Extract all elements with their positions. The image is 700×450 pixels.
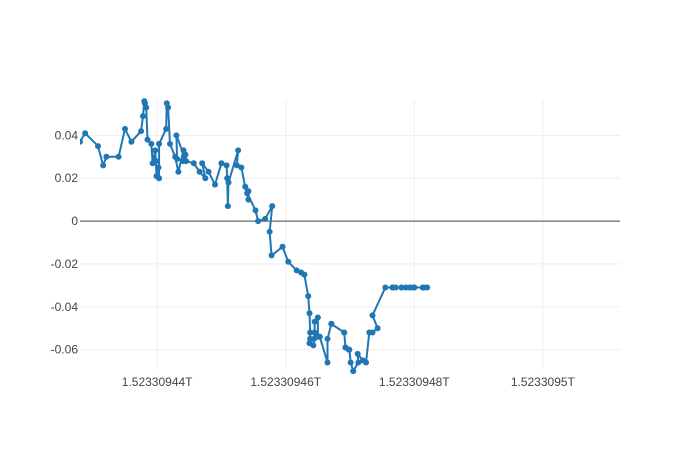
data-point[interactable] <box>268 252 275 259</box>
data-point[interactable] <box>205 168 212 175</box>
data-point[interactable] <box>144 136 151 143</box>
data-point[interactable] <box>266 228 273 235</box>
y-tick-label: -0.06 <box>51 343 79 357</box>
data-point[interactable] <box>115 153 122 160</box>
y-tick-label: 0 <box>71 214 78 228</box>
data-point[interactable] <box>238 164 245 171</box>
data-point[interactable] <box>182 151 189 158</box>
data-point[interactable] <box>307 329 314 336</box>
data-point[interactable] <box>100 162 107 169</box>
data-point[interactable] <box>199 160 206 167</box>
data-point[interactable] <box>255 218 262 225</box>
data-point[interactable] <box>347 359 354 366</box>
data-point[interactable] <box>196 168 203 175</box>
data-point[interactable] <box>152 147 159 154</box>
x-tick-label: 1.52330948T <box>379 375 450 389</box>
data-point[interactable] <box>242 183 249 190</box>
data-point[interactable] <box>262 215 269 222</box>
data-point[interactable] <box>190 160 197 167</box>
data-point[interactable] <box>363 359 370 366</box>
data-point[interactable] <box>328 320 335 327</box>
data-point[interactable] <box>311 318 318 325</box>
data-point[interactable] <box>155 164 162 171</box>
data-point[interactable] <box>279 243 286 250</box>
data-point[interactable] <box>392 284 399 291</box>
data-point[interactable] <box>252 207 259 214</box>
y-tick-label: 0.02 <box>55 171 79 185</box>
data-point[interactable] <box>341 329 348 336</box>
data-point[interactable] <box>305 293 312 300</box>
data-point[interactable] <box>148 140 155 147</box>
data-point[interactable] <box>103 153 110 160</box>
data-point[interactable] <box>314 314 321 321</box>
data-point[interactable] <box>165 104 172 111</box>
data-point[interactable] <box>369 312 376 319</box>
data-point[interactable] <box>244 190 251 197</box>
data-point[interactable] <box>269 203 276 210</box>
data-point[interactable] <box>245 196 252 203</box>
data-point[interactable] <box>183 158 190 165</box>
data-point[interactable] <box>316 333 323 340</box>
data-point[interactable] <box>225 179 232 186</box>
data-point[interactable] <box>382 284 389 291</box>
data-point[interactable] <box>167 140 173 147</box>
data-point[interactable] <box>143 104 150 111</box>
y-tick-label: -0.04 <box>51 300 79 314</box>
data-point[interactable] <box>374 325 381 332</box>
data-point[interactable] <box>140 113 146 120</box>
data-point[interactable] <box>122 125 128 132</box>
data-point[interactable] <box>355 359 362 366</box>
data-point[interactable] <box>233 162 240 169</box>
data-point[interactable] <box>293 267 300 274</box>
data-point[interactable] <box>224 203 231 210</box>
data-point[interactable] <box>152 158 159 165</box>
data-point[interactable] <box>218 160 225 167</box>
data-point[interactable] <box>301 271 308 278</box>
data-point[interactable] <box>398 284 405 291</box>
data-point[interactable] <box>175 168 182 175</box>
data-point[interactable] <box>350 368 357 374</box>
data-point[interactable] <box>163 125 170 132</box>
data-point[interactable] <box>411 284 418 291</box>
axes: 1.52330944T 1.52330946T 1.52330948T 1.52330… <box>51 128 576 389</box>
data-point[interactable] <box>285 258 292 265</box>
data-point[interactable] <box>235 147 242 154</box>
series-layer <box>77 98 431 374</box>
data-point[interactable] <box>95 143 101 150</box>
data-point[interactable] <box>424 284 431 291</box>
data-point[interactable] <box>212 181 218 188</box>
x-tick-label: 1.52330944T <box>122 375 193 389</box>
data-point[interactable] <box>82 130 89 137</box>
y-tick-label: 0.04 <box>55 128 79 142</box>
data-point[interactable] <box>306 310 313 317</box>
data-point[interactable] <box>311 329 318 336</box>
data-point[interactable] <box>174 155 181 162</box>
data-point[interactable] <box>128 138 135 145</box>
x-tick-label: 1.5233095T <box>511 375 576 389</box>
x-tick-label: 1.52330946T <box>250 375 321 389</box>
data-point[interactable] <box>324 335 331 342</box>
data-point[interactable] <box>346 346 353 353</box>
data-point[interactable] <box>354 350 361 357</box>
series <box>77 98 431 374</box>
data-point[interactable] <box>156 140 163 147</box>
data-point[interactable] <box>138 128 145 135</box>
data-point[interactable] <box>324 359 331 366</box>
y-tick-label: -0.02 <box>51 257 79 271</box>
data-point[interactable] <box>223 162 230 169</box>
data-point[interactable] <box>173 132 180 139</box>
data-point[interactable] <box>156 175 163 182</box>
data-point[interactable] <box>77 138 83 145</box>
data-point[interactable] <box>202 175 209 182</box>
data-point[interactable] <box>310 342 317 349</box>
data-point[interactable] <box>369 329 376 336</box>
